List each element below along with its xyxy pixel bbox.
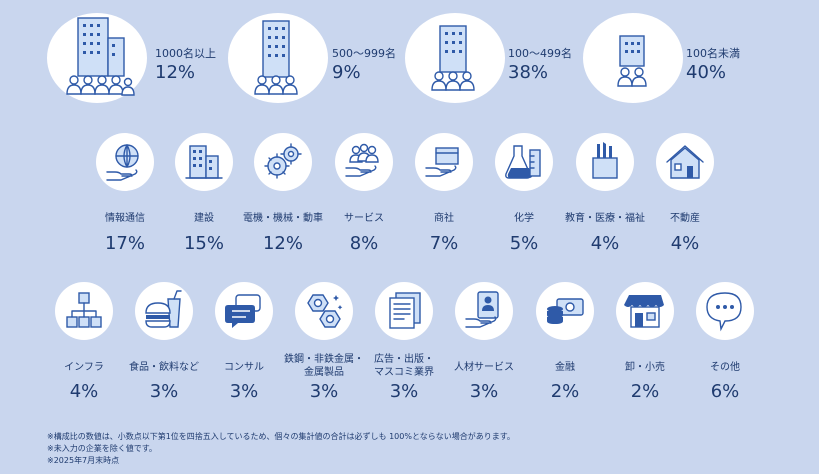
small-building-people-icon — [617, 35, 647, 87]
pencil-cup-icon — [592, 142, 618, 179]
industry-label: 人材サービス — [454, 362, 514, 373]
globe-hand-icon — [106, 144, 139, 181]
size-percentage: 9% — [332, 62, 361, 83]
industry-label: 鉄鋼・非鉄金属・ — [284, 354, 364, 365]
people-hand-icon — [345, 143, 379, 177]
industry-percentage: 5% — [509, 233, 539, 254]
footnote: ※未入力の企業を除く値です。 — [47, 444, 157, 453]
industry-percentage: 2% — [630, 381, 660, 402]
industry-percentage: 7% — [429, 233, 459, 254]
industry-percentage: 17% — [104, 233, 145, 254]
industry-label: 情報通信 — [105, 213, 145, 224]
industry-percentage: 12% — [262, 233, 303, 254]
size-label: 100〜499名 — [508, 47, 572, 60]
size-label: 500〜999名 — [332, 47, 396, 60]
industry-label: インフラ — [64, 362, 104, 373]
nuts-bolts-icon — [307, 294, 343, 328]
industry-icon-circle — [335, 133, 393, 191]
industry-icon-circle — [295, 282, 353, 340]
size-label: 1000名以上 — [155, 47, 216, 60]
house-icon — [666, 145, 704, 179]
industry-label: サービス — [344, 213, 384, 224]
industry-percentage: 3% — [149, 381, 179, 402]
industry-percentage: 4% — [590, 233, 620, 254]
industry-label: 商社 — [434, 213, 454, 224]
footnote: ※2025年7月末時点 — [47, 456, 120, 465]
industry-label: その他 — [710, 362, 740, 373]
footnote: ※構成比の数値は、小数点以下第1位を四捨五入しているため、個々の集計値の合計は必… — [47, 432, 515, 441]
burger-drink-icon — [145, 290, 182, 328]
industry-percentage: 3% — [229, 381, 259, 402]
buildings-icon — [185, 145, 223, 179]
medium-building-crowd-icon — [431, 25, 475, 91]
industry-label: 金融 — [555, 362, 575, 373]
industry-label: 食品・飲料など — [129, 362, 199, 373]
industry-label: 建設 — [194, 213, 214, 224]
industry-percentage: 15% — [183, 233, 224, 254]
size-percentage: 38% — [508, 62, 549, 83]
documents-icon — [389, 292, 421, 329]
industry-label: 広告・出版・ — [374, 354, 434, 365]
tall-building-crowd-icon — [254, 20, 298, 95]
industry-percentage: 3% — [469, 381, 499, 402]
industry-label-line2: 金属製品 — [304, 367, 344, 378]
industry-label: 電機・機械・動車 — [243, 213, 323, 224]
storefront-icon — [624, 295, 664, 328]
large-building-crowd-icon — [66, 17, 135, 96]
gears-icon — [264, 143, 302, 179]
industry-label: コンサル — [224, 362, 264, 373]
profile-card-hand-icon — [465, 291, 499, 328]
flask-icon — [505, 145, 541, 179]
chat-bubbles-icon — [225, 294, 261, 328]
industry-label: 不動産 — [670, 213, 700, 224]
industry-percentage: 4% — [670, 233, 700, 254]
industry-label: 化学 — [514, 213, 534, 224]
industry-percentage: 8% — [349, 233, 379, 254]
industry-percentage: 3% — [389, 381, 419, 402]
size-percentage: 40% — [686, 62, 727, 83]
industry-percentage: 6% — [710, 381, 740, 402]
industry-label-line2: マスコミ業界 — [374, 367, 434, 378]
box-hand-icon — [425, 147, 459, 177]
industry-label: 教育・医療・福祉 — [565, 213, 645, 224]
network-cubes-icon — [66, 292, 102, 328]
speech-bubble-dots-icon — [706, 292, 742, 332]
size-label: 100名未満 — [686, 47, 740, 60]
industry-percentage: 3% — [309, 381, 339, 402]
industry-label: 卸・小売 — [625, 362, 665, 373]
industry-percentage: 4% — [69, 381, 99, 402]
industry-percentage: 2% — [550, 381, 580, 402]
size-percentage: 12% — [155, 62, 196, 83]
coins-bill-icon — [547, 298, 584, 324]
